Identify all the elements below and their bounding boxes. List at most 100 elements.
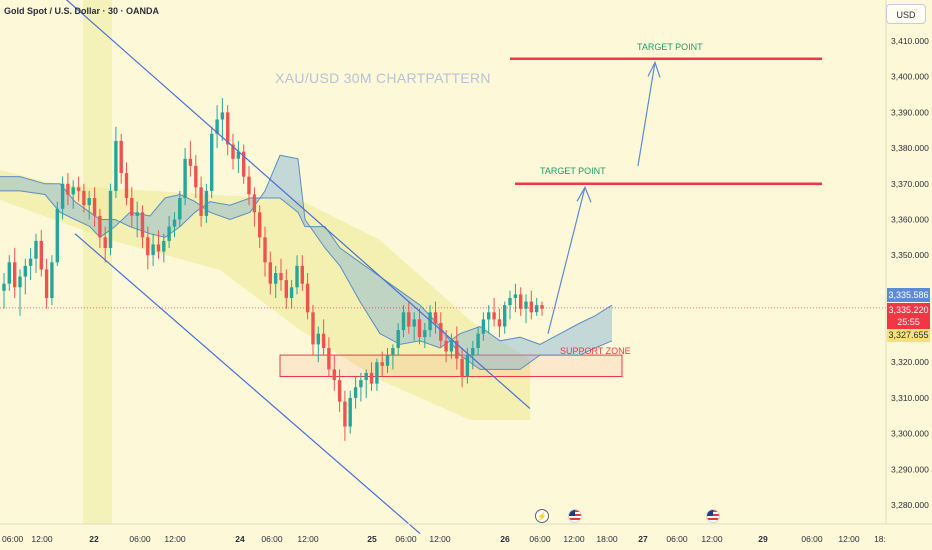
candle-body: [108, 190, 113, 248]
candle-body: [439, 323, 443, 341]
candle-body: [327, 348, 331, 370]
candle-body: [284, 280, 288, 298]
candle-body: [183, 158, 187, 199]
projection-arrowhead-2: [647, 60, 661, 78]
candle-body: [194, 165, 198, 188]
candle-body: [300, 265, 304, 284]
candle-body: [289, 287, 294, 298]
symbol-title[interactable]: Gold Spot / U.S. Dollar · 30 · OANDA: [4, 6, 160, 16]
x-tick-label: 12:00: [297, 534, 319, 544]
y-tick-label: 3,320.000: [891, 357, 929, 367]
candle-body: [7, 262, 11, 284]
x-tick-label: 29: [758, 534, 768, 544]
candle-body: [375, 362, 379, 384]
candle-body: [274, 273, 278, 284]
candle-body: [524, 301, 528, 309]
x-tick-label: 06:00: [129, 534, 151, 544]
target-point-lower-label[interactable]: TARGET POINT: [540, 166, 606, 176]
target-point-upper-label[interactable]: TARGET POINT: [637, 42, 703, 52]
candle-body: [476, 333, 480, 348]
candle-body: [226, 112, 230, 145]
x-tick-label: 27: [638, 534, 648, 544]
candle-body: [124, 173, 129, 199]
candle-body: [231, 144, 235, 159]
x-tick-label: 06:00: [666, 534, 688, 544]
candle-body: [44, 269, 49, 298]
current-price-tag: 3,335.220 25:55: [887, 303, 930, 329]
ichimoku-cloud: [0, 155, 612, 370]
y-tick-label: 3,290.000: [891, 464, 929, 474]
x-tick-label: 06:00: [2, 534, 24, 544]
candle-body: [172, 219, 177, 227]
candle-body: [353, 387, 358, 398]
candle-body: [119, 140, 123, 173]
x-tick-label: 18:: [874, 534, 886, 544]
x-tick-label: 06:00: [801, 534, 823, 544]
candle-body: [311, 312, 315, 345]
candle-body: [321, 333, 326, 348]
us-flag-event-icon[interactable]: [568, 509, 582, 523]
candle-body: [508, 298, 512, 306]
candle-body: [71, 187, 75, 195]
x-tick-label: 12:00: [838, 534, 860, 544]
candle-body: [28, 258, 33, 266]
candle-body: [199, 187, 203, 216]
candle-body: [60, 183, 65, 209]
candle-body: [369, 372, 374, 384]
candle-body: [412, 319, 416, 327]
candle-body: [130, 198, 134, 216]
candle-body: [295, 265, 299, 288]
y-tick-label: 3,280.000: [891, 500, 929, 510]
candle-body: [258, 212, 262, 238]
candle-body: [423, 330, 427, 338]
candle-body: [503, 305, 507, 327]
candle-body: [305, 283, 310, 313]
candle-body: [178, 198, 182, 220]
price-tag-yellow: 3,327.655: [887, 329, 930, 342]
x-tick-label: 25: [367, 534, 377, 544]
candle-body: [167, 226, 171, 241]
bolt-icon[interactable]: ⚡: [535, 509, 549, 523]
candle-body: [156, 244, 161, 252]
candle-body: [87, 198, 91, 206]
candle-body: [359, 380, 363, 388]
candle-body: [215, 119, 219, 134]
x-tick-label: 26: [500, 534, 510, 544]
x-tick-label: 12:00: [701, 534, 723, 544]
candle-body: [460, 358, 464, 377]
x-tick-label: 12:00: [429, 534, 451, 544]
candle-body: [18, 276, 22, 288]
candle-body: [417, 319, 422, 338]
candle-body: [140, 212, 145, 238]
candle-body: [497, 319, 502, 327]
candle-body: [82, 190, 86, 206]
y-tick-label: 3,360.000: [891, 215, 929, 225]
price-tag-blue: 3,335.586: [887, 288, 930, 302]
support-zone-label[interactable]: SUPPORT ZONE: [560, 346, 631, 356]
candle-body: [455, 340, 459, 359]
candle-body: [535, 305, 539, 313]
bar-countdown: 25:55: [897, 317, 920, 327]
x-tick-label: 12:00: [31, 534, 53, 544]
candle-body: [252, 194, 257, 213]
candle-body: [348, 397, 352, 427]
candle-body: [247, 176, 251, 195]
currency-button[interactable]: USD: [886, 4, 926, 24]
candle-body: [268, 262, 272, 284]
candle-body: [210, 133, 214, 191]
y-tick-label: 3,350.000: [891, 250, 929, 260]
candle-body: [444, 340, 448, 352]
candle-body: [385, 355, 390, 366]
us-flag-event-icon[interactable]: [706, 509, 720, 523]
candle-body: [540, 305, 544, 309]
candle-body: [492, 312, 496, 320]
x-tick-label: 06:00: [261, 534, 283, 544]
candle-body: [465, 355, 470, 377]
candle-body: [114, 140, 118, 191]
candle-body: [529, 301, 533, 313]
candle-body: [513, 294, 518, 298]
candle-body: [396, 330, 400, 348]
x-tick-label: 24: [235, 534, 245, 544]
candle-body: [34, 240, 38, 259]
